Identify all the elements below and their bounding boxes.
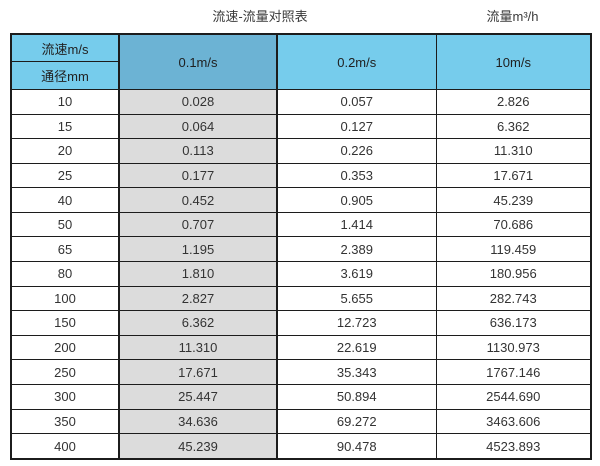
header-row: 流速m/s 通径mm 0.1m/s 0.2m/s 10m/s (10, 33, 592, 90)
diameter-cell: 15 (10, 113, 120, 140)
flow-value-10ms-cell: 17.671 (435, 162, 592, 189)
table-row: 10 0.028 0.057 2.826 (10, 89, 592, 115)
diameter-cell: 50 (10, 211, 120, 238)
diameter-cell: 150 (10, 310, 120, 336)
flow-value-0-1ms-cell: 0.177 (118, 162, 278, 189)
diameter-cell: 40 (10, 187, 120, 213)
flow-value-0-2ms-cell: 0.226 (276, 138, 437, 164)
table-row: 350 34.636 69.272 3463.606 (10, 408, 592, 435)
table-row: 65 1.195 2.389 119.459 (10, 236, 592, 263)
flow-value-0-2ms-cell: 0.353 (276, 162, 437, 189)
flow-value-0-2ms-cell: 0.905 (276, 187, 437, 213)
flow-value-0-2ms-cell: 35.343 (276, 359, 437, 385)
flow-value-0-2ms-cell: 0.127 (276, 113, 437, 140)
flow-value-10ms-cell: 636.173 (435, 310, 592, 336)
page-title: 流速-流量对照表 (212, 9, 308, 24)
flow-value-0-1ms-cell: 0.452 (118, 187, 278, 213)
flow-value-10ms-cell: 2544.690 (435, 383, 592, 410)
flow-value-10ms-cell: 282.743 (435, 285, 592, 312)
flow-value-10ms-cell: 119.459 (435, 236, 592, 263)
flow-rate-table: 流速m/s 通径mm 0.1m/s 0.2m/s 10m/s 10 0.028 0.… (10, 33, 592, 460)
flow-value-0-1ms-cell: 34.636 (118, 408, 278, 435)
flow-value-10ms-cell: 180.956 (435, 261, 592, 287)
flow-value-10ms-cell: 70.686 (435, 211, 592, 238)
table-body: 10 0.028 0.057 2.826 15 0.064 0.127 6.362 20 0.11… (10, 89, 592, 460)
table-row: 200 11.310 22.619 1130.973 (10, 334, 592, 361)
column-header-0-2ms: 0.2m/s (276, 33, 437, 90)
table-row: 100 2.827 5.655 282.743 (10, 285, 592, 312)
table-row: 40 0.452 0.905 45.239 (10, 187, 592, 213)
flow-value-10ms-cell: 3463.606 (435, 408, 592, 435)
flow-value-10ms-cell: 6.362 (435, 113, 592, 140)
table-row: 50 0.707 1.414 70.686 (10, 211, 592, 238)
flow-value-0-2ms-cell: 5.655 (276, 285, 437, 312)
flow-value-0-1ms-cell: 11.310 (118, 334, 278, 361)
flow-value-10ms-cell: 1767.146 (435, 359, 592, 385)
flow-value-0-2ms-cell: 69.272 (276, 408, 437, 435)
flow-value-0-1ms-cell: 17.671 (118, 359, 278, 385)
table-row: 20 0.113 0.226 11.310 (10, 138, 592, 164)
table-row: 15 0.064 0.127 6.362 (10, 113, 592, 140)
diameter-cell: 65 (10, 236, 120, 263)
flow-value-0-1ms-cell: 45.239 (118, 433, 278, 460)
diameter-cell: 25 (10, 162, 120, 189)
flow-value-0-2ms-cell: 22.619 (276, 334, 437, 361)
flow-value-0-1ms-cell: 1.810 (118, 261, 278, 287)
flow-value-0-1ms-cell: 25.447 (118, 383, 278, 410)
flow-value-10ms-cell: 45.239 (435, 187, 592, 213)
diameter-cell: 350 (10, 408, 120, 435)
diameter-cell: 400 (10, 433, 120, 460)
corner-header-cell: 流速m/s 通径mm (10, 33, 120, 90)
column-header-0-1ms: 0.1m/s (118, 33, 278, 90)
table-row: 150 6.362 12.723 636.173 (10, 310, 592, 336)
flow-value-0-2ms-cell: 3.619 (276, 261, 437, 287)
flow-value-10ms-cell: 1130.973 (435, 334, 592, 361)
flow-value-0-1ms-cell: 0.113 (118, 138, 278, 164)
diameter-cell: 300 (10, 383, 120, 410)
flow-value-0-1ms-cell: 0.707 (118, 211, 278, 238)
flow-value-0-2ms-cell: 50.894 (276, 383, 437, 410)
diameter-cell: 80 (10, 261, 120, 287)
corner-label-diameter: 通径mm (41, 69, 89, 84)
flow-value-0-2ms-cell: 90.478 (276, 433, 437, 460)
flow-value-0-1ms-cell: 1.195 (118, 236, 278, 263)
flow-value-10ms-cell: 2.826 (435, 89, 592, 115)
flow-value-10ms-cell: 4523.893 (435, 433, 592, 460)
table-row: 250 17.671 35.343 1767.146 (10, 359, 592, 385)
diameter-cell: 250 (10, 359, 120, 385)
flow-value-0-1ms-cell: 6.362 (118, 310, 278, 336)
table-row: 25 0.177 0.353 17.671 (10, 162, 592, 189)
flow-value-0-1ms-cell: 0.028 (118, 89, 278, 115)
diameter-cell: 100 (10, 285, 120, 312)
corner-label-speed: 流速m/s (12, 35, 118, 62)
table-row: 80 1.810 3.619 180.956 (10, 261, 592, 287)
flow-unit-label: 流量m³/h (486, 9, 539, 24)
table-header: 流速m/s 通径mm 0.1m/s 0.2m/s 10m/s (10, 33, 592, 90)
column-header-10ms: 10m/s (435, 33, 592, 90)
table-row: 300 25.447 50.894 2544.690 (10, 383, 592, 410)
flow-value-0-2ms-cell: 12.723 (276, 310, 437, 336)
diameter-cell: 20 (10, 138, 120, 164)
flow-value-0-1ms-cell: 0.064 (118, 113, 278, 140)
flow-value-0-2ms-cell: 2.389 (276, 236, 437, 263)
flow-value-0-2ms-cell: 1.414 (276, 211, 437, 238)
diameter-cell: 200 (10, 334, 120, 361)
table-row: 400 45.239 90.478 4523.893 (10, 433, 592, 460)
flow-value-10ms-cell: 11.310 (435, 138, 592, 164)
flow-value-0-2ms-cell: 0.057 (276, 89, 437, 115)
title-bar: 流速-流量对照表 流量m³/h (0, 0, 600, 30)
flow-value-0-1ms-cell: 2.827 (118, 285, 278, 312)
diameter-cell: 10 (10, 89, 120, 115)
